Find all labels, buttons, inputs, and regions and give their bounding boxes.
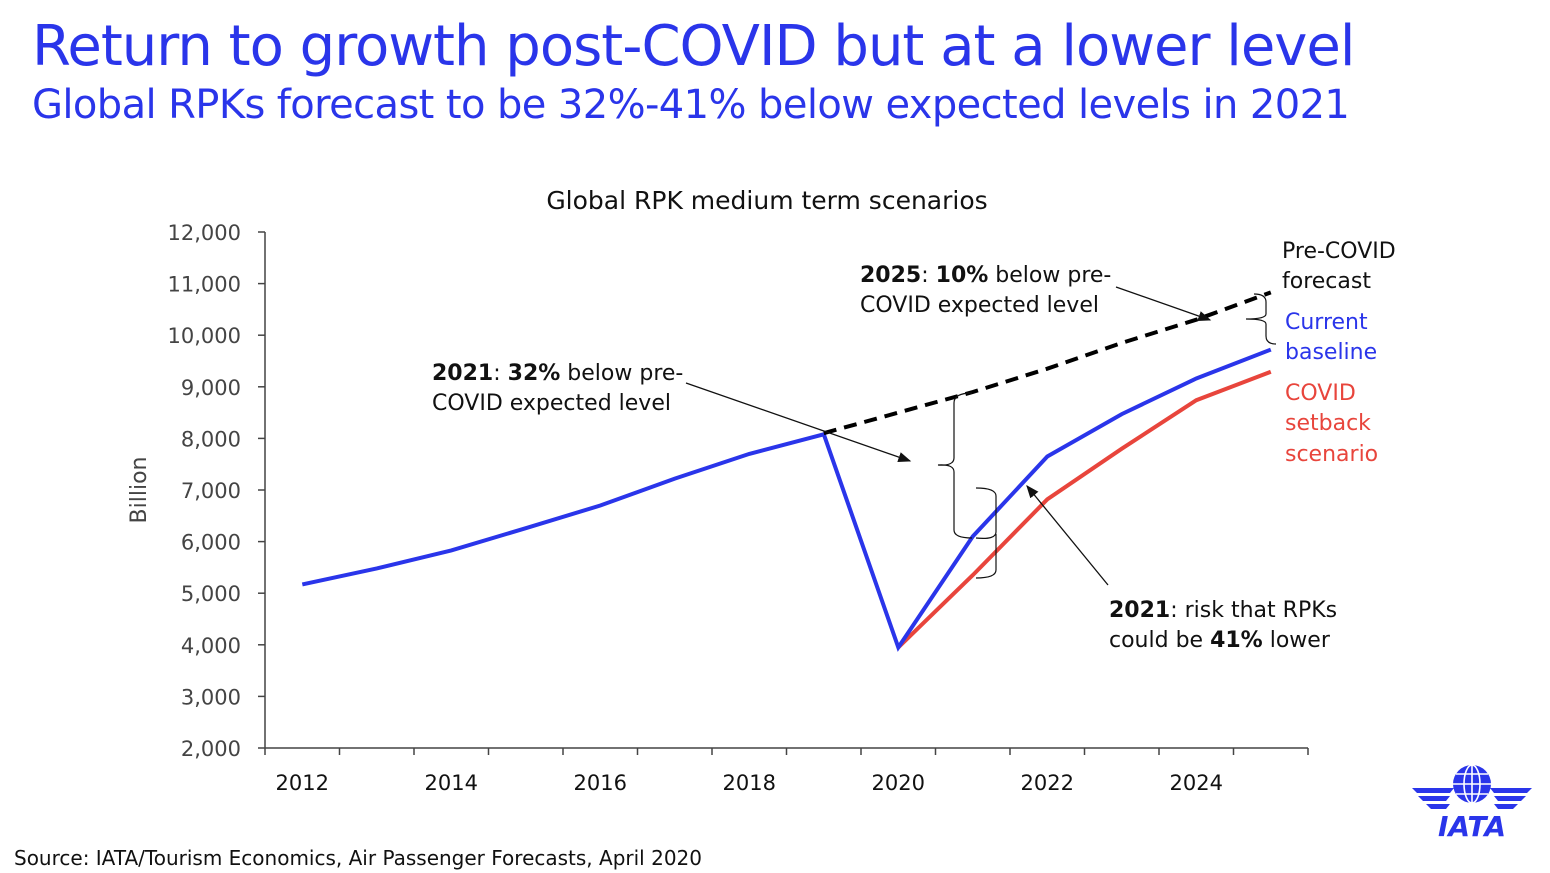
y-tick-label: 6,000: [181, 531, 241, 555]
annotation-arrow-2021-32pct: [685, 382, 912, 463]
x-ticks: 2012 2014 2016 2018 2020 2022 2024: [264, 748, 1309, 795]
y-tick-label: 3,000: [181, 685, 241, 709]
annotation-2021-32pct: 2021: 32% below pre- COVID expected leve…: [432, 361, 690, 416]
series-label-current-baseline: Current baseline: [1285, 310, 1377, 365]
svg-text:IATA: IATA: [1438, 810, 1506, 842]
series-label-covid-setback: COVID setback scenario: [1285, 381, 1378, 467]
x-tick-label: 2012: [276, 771, 329, 795]
iata-logo: IATA: [1412, 764, 1532, 842]
x-tick-label: 2014: [425, 771, 478, 795]
y-tick-label: 9,000: [181, 376, 241, 400]
source-note: Source: IATA/Tourism Economics, Air Pass…: [14, 846, 702, 870]
y-tick-label: 8,000: [181, 427, 241, 451]
chart-title: Global RPK medium term scenarios: [546, 186, 987, 215]
y-axis-label: Billion: [127, 457, 152, 524]
annotation-2025: 2025: 10% below pre- COVID expected leve…: [860, 263, 1118, 318]
brace-2021-32pct: [937, 392, 973, 539]
y-tick-label: 11,000: [168, 273, 241, 297]
y-tick-label: 4,000: [181, 634, 241, 658]
brace-2021-41pct-b: [975, 534, 997, 579]
annotation-2021-41pct: 2021: risk that RPKs could be 41% lower: [1109, 598, 1344, 653]
annotation-arrow-2021-41pct: [1026, 484, 1109, 586]
y-tick-label: 5,000: [181, 582, 241, 606]
x-tick-label: 2018: [723, 771, 776, 795]
annotation-arrow-2025: [1115, 286, 1212, 322]
x-tick-label: 2016: [574, 771, 627, 795]
brace-2021-41pct-a: [975, 487, 997, 539]
series-line-covid-setback: [896, 369, 1272, 649]
y-ticks: 2,000 3,000 4,000 5,000 6,000 7,000 8,000 9,000…: [168, 221, 265, 761]
y-tick-label: 10,000: [168, 324, 241, 348]
series-line-pre-covid-forecast: [823, 290, 1272, 436]
brace-2025: [1245, 293, 1277, 345]
y-tick-label: 12,000: [168, 221, 241, 245]
y-tick-label: 7,000: [181, 479, 241, 503]
y-tick-label: 2,000: [181, 737, 241, 761]
series-line-current-baseline: [301, 347, 1272, 652]
page-title: Return to growth post-COVID but at a low…: [32, 14, 1355, 79]
x-tick-label: 2020: [872, 771, 925, 795]
page-subtitle: Global RPKs forecast to be 32%-41% below…: [32, 82, 1350, 128]
x-tick-label: 2024: [1170, 771, 1223, 795]
x-tick-label: 2022: [1021, 771, 1074, 795]
series-label-pre-covid: Pre-COVID forecast: [1282, 239, 1403, 294]
